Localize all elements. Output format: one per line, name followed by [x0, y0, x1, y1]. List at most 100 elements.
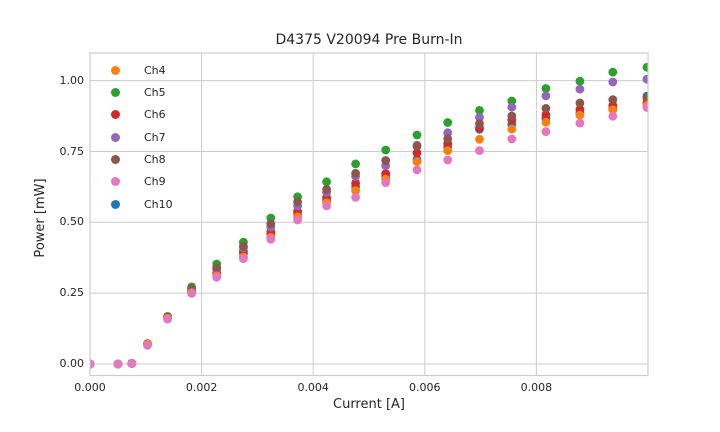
data-point	[507, 96, 517, 106]
legend-label: Ch9	[144, 175, 166, 189]
data-point	[381, 145, 391, 155]
legend-item-ch10: Ch10	[103, 193, 173, 215]
data-point	[266, 219, 276, 229]
series-ch10	[90, 91, 648, 369]
data-point	[541, 91, 551, 101]
legend-marker-icon	[111, 87, 120, 97]
axes-border	[89, 52, 649, 377]
data-point	[113, 359, 123, 369]
data-point	[475, 106, 484, 115]
data-point	[293, 197, 302, 207]
y-tick-label: 0.00	[59, 357, 85, 370]
data-points	[90, 62, 648, 369]
data-point	[443, 134, 453, 144]
legend-marker-icon	[111, 177, 120, 187]
data-point	[351, 178, 360, 188]
series-ch4	[90, 101, 648, 369]
series-ch9	[90, 103, 648, 369]
data-point	[608, 95, 618, 104]
data-point	[266, 234, 276, 244]
data-point	[351, 159, 360, 169]
series-ch6	[90, 98, 648, 369]
data-point	[575, 84, 585, 94]
data-point	[239, 254, 248, 263]
y-tick-label: 1.00	[59, 73, 85, 87]
legend-label: Ch5	[144, 85, 166, 99]
x-tick-label: 0.002	[185, 381, 218, 394]
data-point	[351, 168, 360, 178]
data-point	[212, 272, 222, 282]
data-point	[90, 359, 95, 369]
legend-marker-icon	[111, 132, 120, 142]
data-point	[608, 111, 618, 121]
data-point	[127, 359, 137, 369]
data-point	[443, 155, 453, 165]
data-point	[507, 134, 517, 144]
data-point	[642, 62, 648, 72]
legend-label: Ch4	[144, 63, 166, 77]
data-point	[541, 110, 551, 120]
data-point	[239, 242, 248, 251]
data-point	[575, 98, 585, 108]
data-point	[642, 74, 648, 84]
y-tick-label: 0.25	[59, 286, 85, 300]
data-point	[322, 177, 331, 187]
data-point	[412, 130, 422, 140]
legend-item-ch7: Ch7	[103, 126, 166, 148]
legend-item-ch4: Ch4	[103, 59, 166, 81]
data-point	[642, 93, 648, 102]
legend-marker-icon	[111, 110, 120, 120]
data-point	[143, 340, 152, 350]
legend-label: Ch6	[144, 108, 166, 122]
data-point	[412, 165, 422, 175]
legend-item-ch9: Ch9	[103, 171, 166, 193]
series-ch5	[90, 62, 648, 369]
y-tick-label: 0.50	[59, 215, 85, 229]
y-tick-label: 0.75	[59, 144, 85, 158]
data-point	[412, 148, 422, 158]
data-point	[575, 76, 585, 86]
series-ch8	[90, 93, 648, 369]
data-point	[293, 215, 302, 225]
data-point	[541, 104, 551, 113]
data-point	[507, 124, 517, 134]
legend-marker-icon	[111, 65, 120, 75]
data-point	[351, 186, 360, 196]
legend-label: Ch7	[144, 130, 166, 144]
data-point	[608, 105, 618, 115]
legend-marker-icon	[111, 154, 120, 164]
data-point	[381, 156, 391, 165]
data-point	[163, 314, 173, 324]
data-point	[187, 289, 197, 298]
chart-title: D4375 V20094 Pre Burn-In	[275, 32, 463, 48]
x-axis-label: Current [A]	[333, 397, 405, 412]
series-ch7	[90, 74, 648, 369]
data-point	[642, 103, 648, 112]
legend-item-ch6: Ch6	[103, 104, 166, 126]
data-point	[381, 178, 391, 188]
legend-label: Ch10	[144, 197, 173, 211]
data-point	[475, 134, 484, 144]
data-point	[475, 113, 484, 122]
data-point	[575, 118, 585, 128]
legend-item-ch5: Ch5	[103, 81, 166, 103]
data-point	[507, 111, 517, 121]
data-point	[212, 263, 222, 272]
x-tick-label: 0.004	[297, 381, 329, 394]
data-point	[475, 119, 484, 129]
data-point	[608, 77, 618, 87]
data-point	[507, 102, 517, 112]
data-point	[541, 127, 551, 136]
x-tick-label: 0.000	[74, 381, 106, 394]
data-point	[351, 193, 360, 202]
data-point	[575, 110, 585, 120]
data-point	[412, 157, 422, 167]
x-tick-label: 0.008	[520, 381, 553, 394]
data-point	[608, 67, 618, 77]
legend-marker-icon	[111, 199, 120, 209]
data-point	[443, 146, 453, 156]
data-point	[475, 146, 484, 156]
